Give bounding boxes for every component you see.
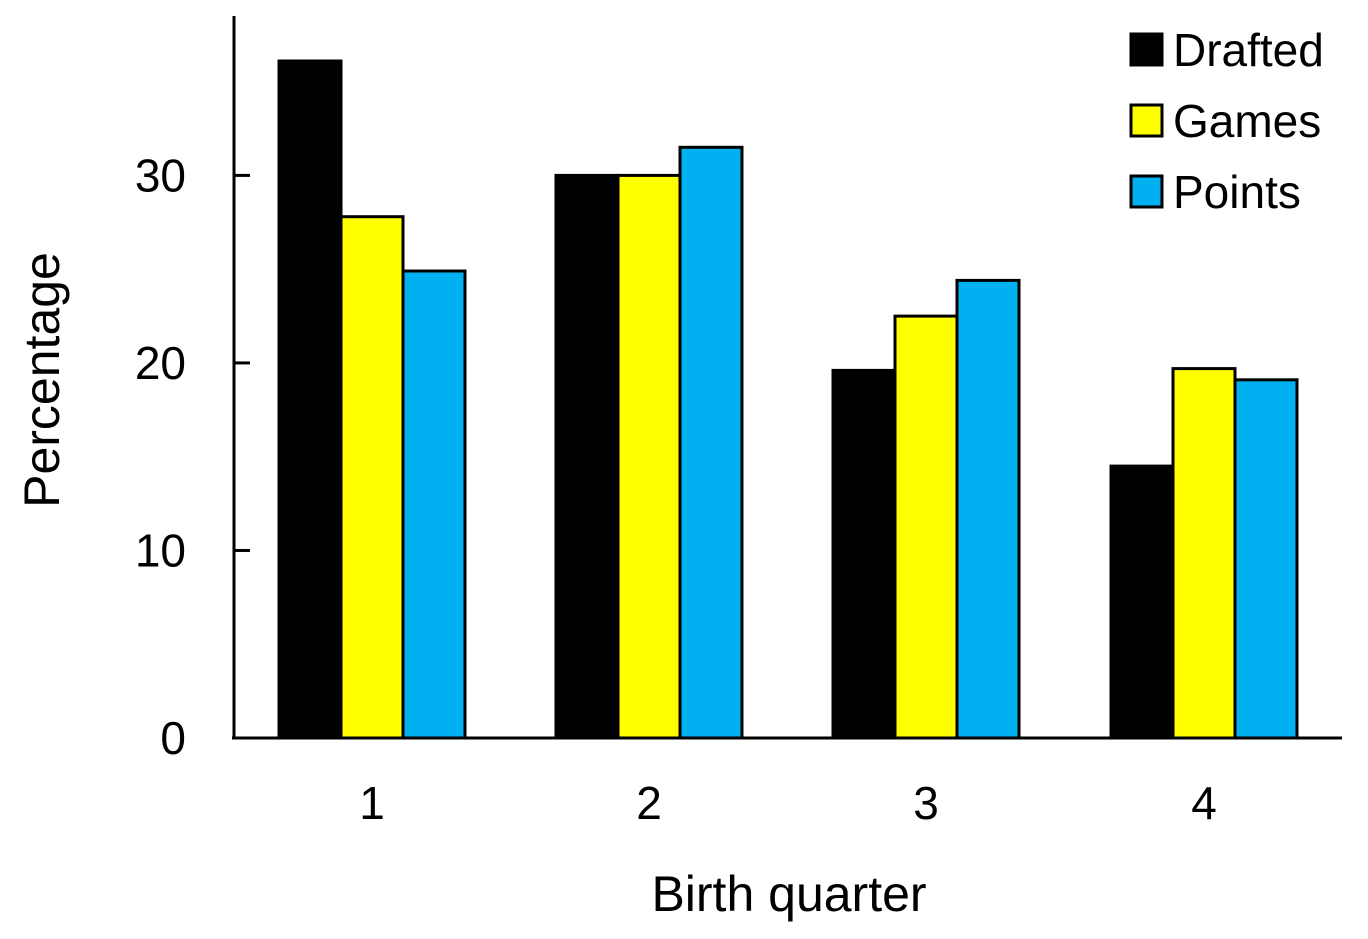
x-axis-title: Birth quarter	[651, 866, 926, 922]
legend-swatch-games	[1129, 103, 1164, 138]
bar-drafted-q2	[554, 173, 620, 740]
x-tick-label-3: 3	[913, 777, 939, 829]
y-tick-label-10: 10	[135, 524, 186, 576]
bar-drafted-q3	[831, 368, 897, 740]
bar-points-q3	[955, 278, 1021, 740]
legend: Drafted Games Points	[1129, 24, 1324, 218]
bar-points-q2	[678, 145, 744, 740]
axes-layer	[232, 16, 1342, 740]
legend-label-games: Games	[1173, 95, 1321, 147]
bar-games-q4	[1171, 367, 1237, 740]
y-tick-label-30: 30	[135, 149, 186, 201]
legend-swatch-drafted	[1129, 32, 1164, 67]
legend-swatch-points	[1129, 174, 1164, 209]
y-axis-title: Percentage	[14, 252, 70, 508]
x-tick-label-1: 1	[359, 777, 385, 829]
legend-label-points: Points	[1173, 166, 1301, 218]
x-ticks: 1 2 3 4	[359, 777, 1217, 829]
legend-label-drafted: Drafted	[1173, 24, 1324, 76]
bar-games-q3	[893, 314, 959, 740]
bar-points-q1	[401, 269, 467, 740]
bar-drafted-q1	[277, 59, 343, 740]
bar-drafted-q4	[1109, 464, 1175, 740]
x-tick-label-4: 4	[1191, 777, 1217, 829]
bars-layer	[277, 59, 1299, 740]
bar-games-q2	[616, 173, 682, 740]
bar-points-q4	[1233, 378, 1299, 740]
y-ticks: 0 10 20 30	[135, 149, 250, 764]
bar-games-q1	[339, 215, 405, 740]
y-tick-label-0: 0	[160, 712, 186, 764]
y-tick-label-20: 20	[135, 337, 186, 389]
x-tick-label-2: 2	[636, 777, 662, 829]
